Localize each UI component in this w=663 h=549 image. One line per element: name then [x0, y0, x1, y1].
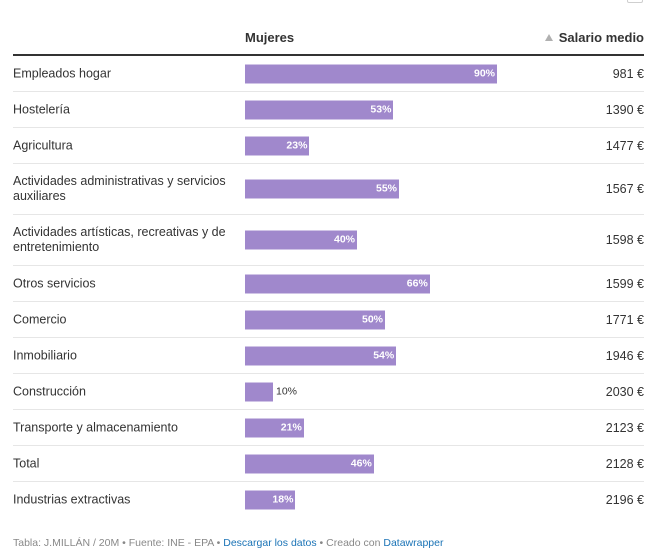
bar	[245, 382, 273, 401]
bar	[245, 418, 304, 437]
salary-value: 2030 €	[605, 384, 644, 399]
bar	[245, 136, 310, 155]
bar	[245, 490, 296, 510]
row-label: Empleados hogar	[13, 66, 111, 80]
row-label: Transporte y almacenamiento	[13, 420, 178, 434]
bar-value-label: 46%	[350, 457, 372, 469]
table-row: Comercio 50% 1771 €	[13, 302, 644, 338]
bar	[245, 64, 497, 83]
datawrapper-link[interactable]: Datawrapper	[383, 537, 444, 549]
row-label: Industrias extractivas	[13, 492, 131, 507]
column-header-salario[interactable]: Salario medio	[544, 30, 644, 45]
column-header-salario-label: Salario medio	[558, 30, 644, 45]
bar-value-label: 54%	[373, 349, 395, 361]
salary-value: 2128 €	[605, 456, 644, 471]
salary-value: 1599 €	[605, 276, 644, 291]
bar-track: 23%	[245, 136, 525, 155]
table-row: Agricultura 23% 1477 €	[13, 128, 644, 164]
table-header: Mujeres Salario medio	[13, 20, 644, 56]
row-label: Comercio	[13, 312, 67, 326]
bar-track: 55%	[245, 179, 525, 199]
row-label: Construcción	[13, 384, 86, 398]
bar-value-label: 21%	[280, 421, 302, 433]
bar	[245, 274, 430, 293]
row-label: Actividades administrativas y servicios …	[13, 174, 226, 203]
table-row: Industrias extractivas 18% 2196 €	[13, 482, 644, 518]
bar-value-label: 53%	[370, 103, 392, 115]
table-row: Otros servicios 66% 1599 €	[13, 266, 644, 302]
bar-track: 53%	[245, 100, 525, 119]
table-row: Inmobiliario 54% 1946 €	[13, 338, 644, 374]
table-row: Construcción 10% 2030 €	[13, 374, 644, 410]
bar	[245, 100, 394, 119]
table-row: Actividades artísticas, recreativas y de…	[13, 215, 644, 266]
table-body: Empleados hogar 90% 981 € Hostelería 53% 1390…	[13, 56, 644, 518]
bar-track: 54%	[245, 346, 525, 365]
sort-ascending-icon	[544, 34, 553, 41]
salary-value: 2196 €	[605, 493, 644, 507]
bar	[245, 230, 357, 250]
table-row: Transporte y almacenamiento 21% 2123 €	[13, 410, 644, 446]
salary-value: 1598 €	[605, 233, 644, 247]
bar-value-label: 50%	[361, 313, 383, 325]
footer: Tabla: J.MILLÁN / 20M • Fuente: INE - EP…	[13, 537, 443, 549]
top-edge-control	[627, 0, 643, 3]
bar-track: 50%	[245, 310, 525, 329]
bar-value-label: 90%	[473, 67, 495, 79]
footer-middle: • Creado con	[316, 537, 384, 549]
footer-source: Tabla: J.MILLÁN / 20M • Fuente: INE - EP…	[13, 537, 224, 549]
bar-value-label: 66%	[406, 277, 428, 289]
bar-track: 21%	[245, 418, 525, 437]
salary-value: 1390 €	[605, 102, 644, 117]
table-row: Hostelería 53% 1390 €	[13, 92, 644, 128]
bar	[245, 346, 397, 365]
bar-track: 18%	[245, 490, 525, 510]
row-label: Otros servicios	[13, 276, 96, 290]
row-label: Total	[13, 456, 40, 470]
bar-value-label: 23%	[286, 139, 308, 151]
column-header-mujeres[interactable]: Mujeres	[245, 30, 295, 45]
download-data-link[interactable]: Descargar los datos	[223, 537, 317, 549]
bar-track: 40%	[245, 230, 525, 250]
bar	[245, 179, 399, 199]
table-row: Actividades administrativas y servicios …	[13, 164, 644, 215]
salary-value: 1567 €	[605, 182, 644, 196]
row-label: Hostelería	[13, 102, 70, 116]
bar	[245, 310, 385, 329]
row-label: Agricultura	[13, 138, 73, 152]
bar-track: 10%	[245, 382, 525, 401]
bar-value-label: 10%	[276, 385, 298, 397]
table-row: Total 46% 2128 €	[13, 446, 644, 482]
salary-value: 1946 €	[605, 348, 644, 363]
salary-value: 1477 €	[605, 138, 644, 153]
bar-track: 90%	[245, 64, 525, 83]
salary-value: 2123 €	[605, 420, 644, 435]
row-label: Actividades artísticas, recreativas y de…	[13, 225, 226, 254]
bar	[245, 454, 374, 473]
data-table: Mujeres Salario medio Empleados hogar 90%…	[13, 20, 644, 518]
bar-value-label: 18%	[272, 493, 294, 506]
salary-value: 981 €	[612, 66, 644, 81]
table-row: Empleados hogar 90% 981 €	[13, 56, 644, 92]
bar-track: 66%	[245, 274, 525, 293]
row-label: Inmobiliario	[13, 348, 77, 362]
salary-value: 1771 €	[605, 312, 644, 327]
bar-track: 46%	[245, 454, 525, 473]
bar-value-label: 40%	[333, 233, 355, 246]
bar-value-label: 55%	[375, 182, 397, 195]
